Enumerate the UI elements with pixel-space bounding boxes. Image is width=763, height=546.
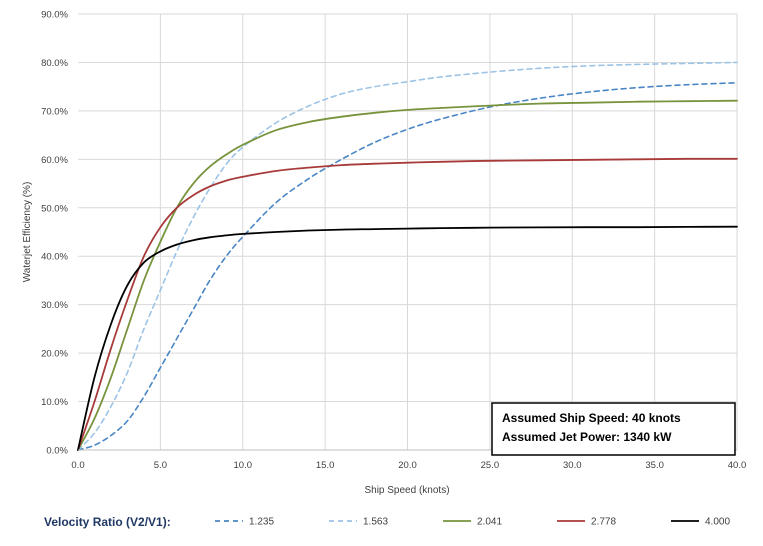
x-tick-label: 20.0	[398, 460, 417, 471]
annotation-box: Assumed Ship Speed: 40 knots Assumed Jet…	[491, 402, 736, 456]
y-tick-label: 80.0%	[41, 58, 68, 69]
legend-label: 4.000	[705, 517, 730, 528]
y-tick-label: 0.0%	[46, 446, 68, 457]
y-tick-label: 40.0%	[41, 252, 68, 263]
series-line-1.563	[77, 61, 738, 451]
y-tick-label: 10.0%	[41, 397, 68, 408]
x-tick-label: 35.0	[645, 460, 664, 471]
y-tick-label: 30.0%	[41, 300, 68, 311]
series-line-1.235	[77, 82, 738, 451]
legend-title: Velocity Ratio (V2/V1):	[44, 515, 171, 529]
legend: Velocity Ratio (V2/V1): 1.235 1.563 2.041 2…	[44, 515, 730, 529]
x-tick-label: 0.0	[71, 460, 84, 471]
legend-label: 2.778	[591, 517, 616, 528]
x-tick-label: 40.0	[728, 460, 747, 471]
x-tick-label: 5.0	[154, 460, 167, 471]
y-axis-title: Waterjet Efficiency (%)	[22, 182, 33, 283]
x-tick-label: 15.0	[316, 460, 335, 471]
x-tick-labels: 0.0 5.0 10.0 15.0 20.0 25.0 30.0 35.0 40.0	[71, 460, 746, 471]
annotation-line-2: Assumed Jet Power: 1340 kW	[502, 430, 672, 444]
legend-label: 1.235	[249, 517, 274, 528]
y-tick-label: 50.0%	[41, 203, 68, 214]
series-layer	[77, 61, 738, 451]
y-tick-label: 70.0%	[41, 106, 68, 117]
x-tick-label: 10.0	[234, 460, 253, 471]
annotation-line-1: Assumed Ship Speed: 40 knots	[502, 411, 681, 425]
series-line-2.041	[77, 99, 738, 451]
series-line-4.000	[77, 225, 738, 451]
y-tick-labels: 0.0% 10.0% 20.0% 30.0% 40.0% 50.0% 60.0% 70.0% 8…	[41, 10, 68, 457]
x-axis-title: Ship Speed (knots)	[364, 485, 449, 496]
legend-label: 1.563	[363, 517, 388, 528]
y-tick-label: 20.0%	[41, 349, 68, 360]
y-tick-label: 60.0%	[41, 155, 68, 166]
x-tick-label: 30.0	[563, 460, 582, 471]
y-tick-label: 90.0%	[41, 10, 68, 21]
grid	[78, 13, 738, 450]
x-tick-label: 25.0	[481, 460, 500, 471]
legend-label: 2.041	[477, 517, 502, 528]
